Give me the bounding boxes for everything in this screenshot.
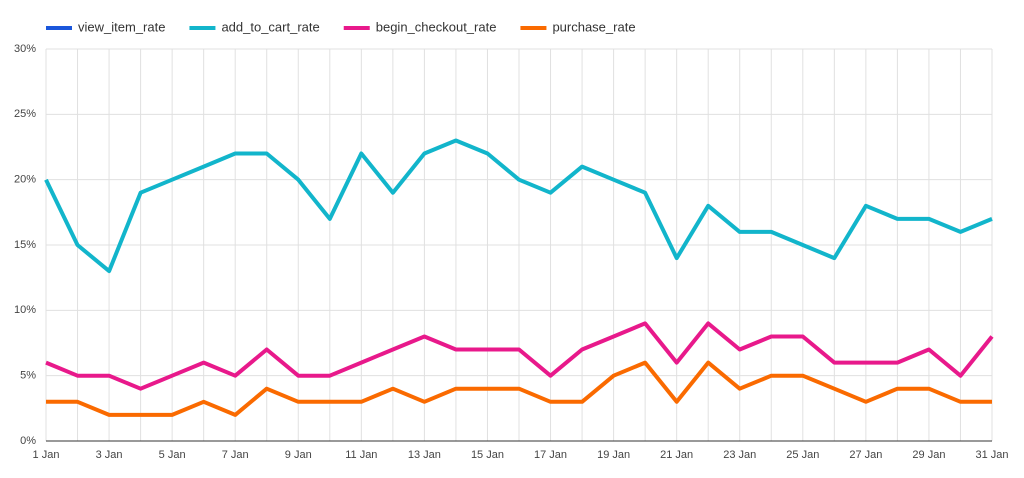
x-tick-label: 9 Jan [285, 449, 312, 461]
legend: view_item_rate add_to_cart_rate begin_chec… [46, 19, 636, 34]
x-tick-label: 11 Jan [345, 449, 377, 461]
x-tick-label: 7 Jan [222, 449, 249, 461]
y-tick-label: 0% [20, 435, 36, 447]
series-line [44, 138, 993, 274]
y-tick-label: 15% [14, 239, 36, 251]
x-tick-label: 15 Jan [471, 449, 504, 461]
y-tick-label: 25% [14, 108, 36, 120]
x-tick-label: 31 Jan [975, 449, 1008, 461]
x-tick-label: 29 Jan [912, 449, 945, 461]
x-tick-label: 13 Jan [408, 449, 441, 461]
x-tick-label: 1 Jan [33, 449, 60, 461]
legend-label: begin_checkout_rate [376, 19, 497, 34]
x-tick-label: 19 Jan [597, 449, 630, 461]
x-tick-label: 5 Jan [159, 449, 186, 461]
series-line [45, 321, 994, 391]
series-line [46, 360, 992, 417]
y-tick-label: 30% [14, 43, 36, 55]
legend-label: purchase_rate [552, 19, 635, 34]
x-tick-label: 3 Jan [96, 449, 123, 461]
legend-label: view_item_rate [78, 19, 165, 34]
x-tick-label: 25 Jan [786, 449, 819, 461]
x-tick-label: 21 Jan [660, 449, 693, 461]
x-tick-label: 17 Jan [534, 449, 567, 461]
y-tick-label: 5% [20, 370, 36, 382]
x-tick-label: 23 Jan [723, 449, 756, 461]
y-tick-label: 10% [14, 304, 36, 316]
y-tick-label: 20% [14, 174, 36, 186]
x-tick-label: 27 Jan [849, 449, 882, 461]
legend-label: add_to_cart_rate [221, 19, 319, 34]
